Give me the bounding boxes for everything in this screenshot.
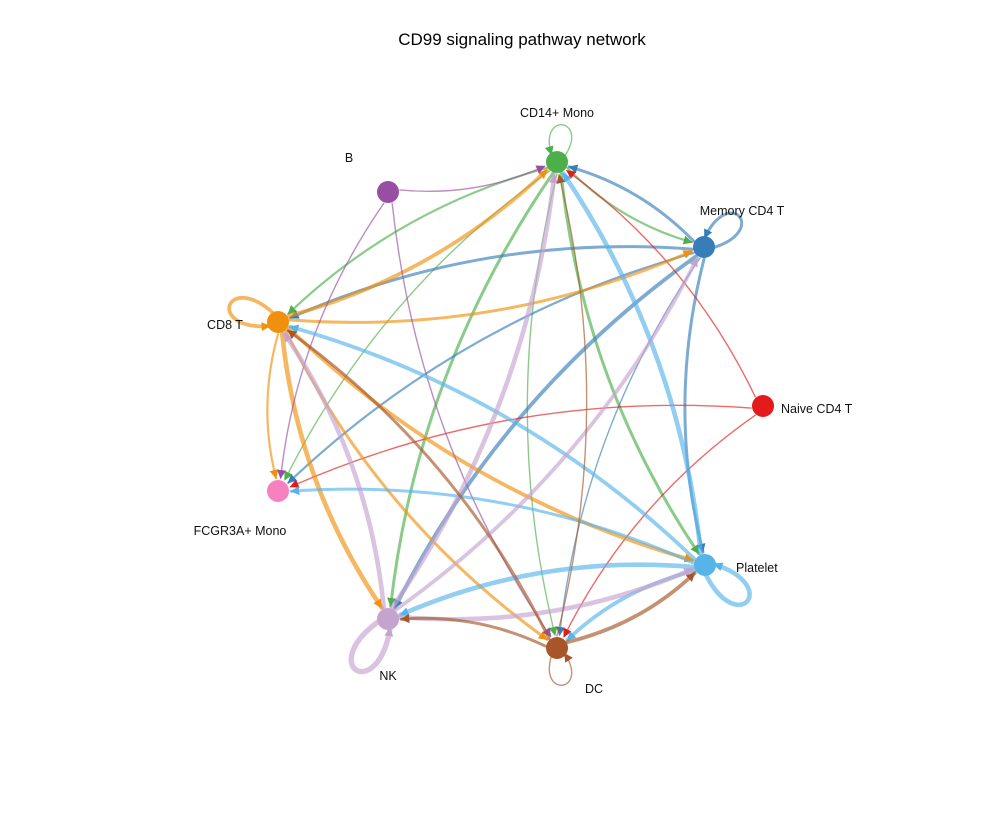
node-nk <box>377 608 399 630</box>
node-naive <box>752 395 774 417</box>
node-cd14 <box>546 151 568 173</box>
node-label-mem4: Memory CD4 T <box>700 204 785 218</box>
edge-platelet-to-cd14 <box>561 171 704 557</box>
edge-cd14-to-cd8 <box>287 166 548 315</box>
edge-cd8-to-cd14 <box>286 168 549 318</box>
edge-b-to-cd14 <box>399 165 546 192</box>
node-fcgr <box>267 480 289 502</box>
edge-platelet-to-cd8 <box>288 324 697 561</box>
edge-nk-to-mem4 <box>393 256 700 612</box>
edge-b-to-dc <box>391 202 552 638</box>
node-b <box>377 181 399 203</box>
edge-cd14-to-platelet <box>559 171 701 555</box>
edge-platelet-to-platelet <box>703 561 752 608</box>
edge-cd14-to-nk <box>387 171 555 608</box>
edge-dc-to-nk <box>399 614 547 648</box>
edge-mem4-to-fcgr <box>287 251 695 484</box>
edge-platelet-to-nk <box>398 562 696 618</box>
edge-dc-to-cd14 <box>556 174 588 637</box>
edge-platelet-to-fcgr <box>289 486 695 565</box>
node-label-b: B <box>345 151 353 165</box>
edge-mem4-to-dc <box>556 257 701 637</box>
labels-layer: CD14+ Mono Memory CD4 T Naive CD4 T Platele… <box>194 106 853 696</box>
edge-mem4-to-mem4 <box>703 211 744 250</box>
edge-mem4-to-nk <box>392 254 699 610</box>
node-cd8 <box>267 311 289 333</box>
edge-naive-to-cd14 <box>566 169 756 398</box>
edge-mem4-to-cd14 <box>567 164 696 243</box>
edge-cd8-to-platelet <box>286 326 695 563</box>
edge-cd14-to-cd14 <box>544 124 573 158</box>
edge-cd8-to-mem4 <box>288 249 694 324</box>
node-label-platelet: Platelet <box>736 561 778 575</box>
node-label-cd14: CD14+ Mono <box>520 106 594 120</box>
edge-nk-to-cd8 <box>282 331 387 611</box>
edge-dc-to-dc <box>548 652 573 686</box>
node-label-nk: NK <box>379 669 397 683</box>
node-mem4 <box>693 236 715 258</box>
chart-title: CD99 signaling pathway network <box>398 30 646 49</box>
node-label-dc: DC <box>585 682 603 696</box>
node-label-fcgr: FCGR3A+ Mono <box>194 524 287 538</box>
edge-cd8-to-nk <box>279 330 384 610</box>
edge-dc-to-platelet <box>565 571 697 645</box>
node-platelet <box>694 554 716 576</box>
nodes-layer <box>267 151 774 659</box>
edge-nk-to-nk <box>348 618 394 675</box>
edge-cd8-to-cd8 <box>227 295 276 332</box>
edge-dc-to-cd8 <box>286 329 551 641</box>
edges-layer <box>227 124 756 686</box>
node-label-cd8: CD8 T <box>207 318 243 332</box>
node-label-naive: Naive CD4 T <box>781 402 853 416</box>
node-dc <box>546 637 568 659</box>
edge-cd8-to-fcgr <box>266 332 280 480</box>
edge-nk-to-cd14 <box>389 172 558 611</box>
